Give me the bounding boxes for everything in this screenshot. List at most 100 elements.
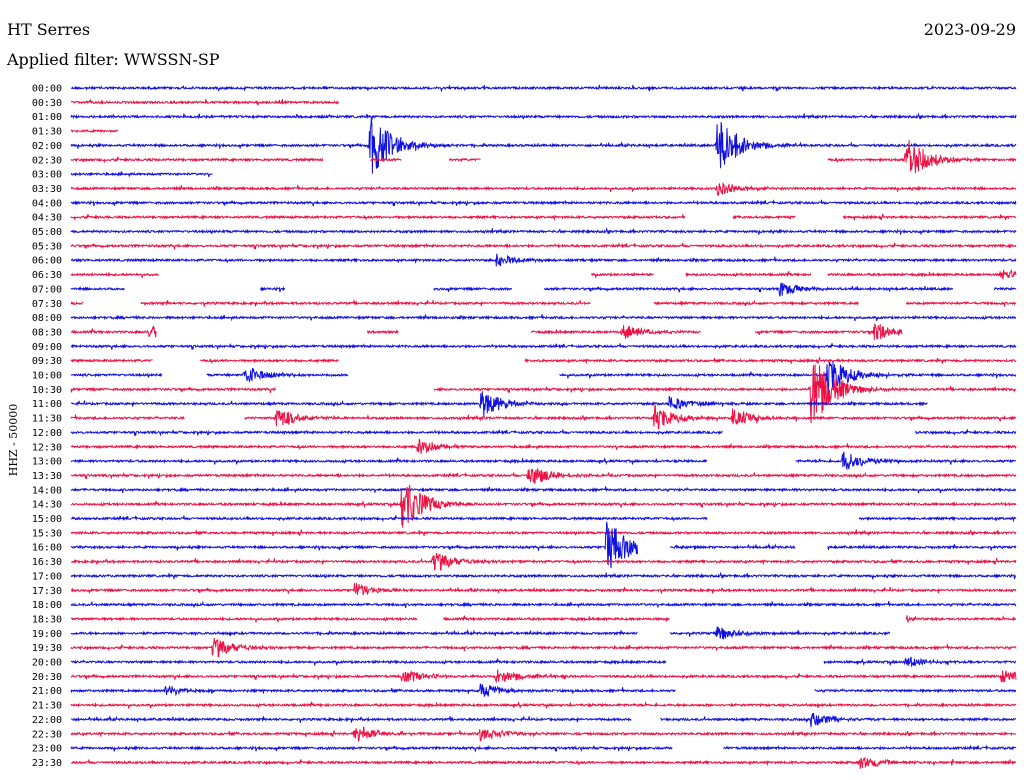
station-title: HT Serres <box>7 20 91 39</box>
trace-0400 <box>70 199 1017 207</box>
trace-1930 <box>70 637 1017 658</box>
time-tick-0430: 04:30 <box>32 213 62 224</box>
trace-1300 <box>70 451 1017 471</box>
time-tick-1030: 10:30 <box>32 385 62 396</box>
trace-2000 <box>70 656 1017 668</box>
trace-0730 <box>70 299 1017 307</box>
trace-1700 <box>70 571 1017 580</box>
trace-0000 <box>71 84 1017 92</box>
trace-1430 <box>70 484 1017 528</box>
trace-1600 <box>70 521 1017 569</box>
trace-1830 <box>70 614 1017 624</box>
time-tick-0300: 03:00 <box>32 170 62 181</box>
filter-label: Applied filter: WWSSN-SP <box>7 50 220 69</box>
trace-2230 <box>70 726 1017 742</box>
trace-1200 <box>70 429 1017 437</box>
trace-1330 <box>70 467 1017 484</box>
time-tick-0500: 05:00 <box>32 227 62 238</box>
trace-1130 <box>70 404 1017 430</box>
time-tick-1130: 11:30 <box>32 414 62 425</box>
trace-2100 <box>70 683 1017 697</box>
time-tick-0530: 05:30 <box>32 241 62 252</box>
trace-0930 <box>70 357 1017 365</box>
time-tick-0130: 01:30 <box>32 127 62 138</box>
time-tick-1430: 14:30 <box>32 500 62 511</box>
trace-0900 <box>70 342 1017 351</box>
trace-0030 <box>71 98 340 106</box>
time-tick-2230: 22:30 <box>32 729 62 740</box>
trace-1730 <box>70 582 1017 596</box>
time-tick-0400: 04:00 <box>32 198 62 209</box>
time-tick-1700: 17:00 <box>32 571 62 582</box>
time-tick-2130: 21:30 <box>32 701 62 712</box>
trace-0200 <box>70 116 1017 174</box>
trace-0300 <box>70 171 213 178</box>
date-label: 2023-09-29 <box>923 20 1016 39</box>
trace-1400 <box>70 486 1017 494</box>
trace-2200 <box>70 713 1017 728</box>
seismic-traces <box>70 84 1017 769</box>
time-tick-2100: 21:00 <box>32 686 62 697</box>
trace-0700 <box>70 282 1017 297</box>
time-tick-1300: 13:00 <box>32 457 62 468</box>
time-tick-labels: 00:00 00:30 01:00 01:30 02:00 02:30 03:00 03:30… <box>32 84 62 769</box>
trace-2130 <box>70 700 1017 710</box>
trace-1530 <box>70 529 1017 537</box>
trace-1230 <box>70 438 1017 454</box>
time-tick-1630: 16:30 <box>32 557 62 568</box>
time-tick-0630: 06:30 <box>32 270 62 281</box>
trace-2300 <box>70 744 1017 753</box>
time-tick-1800: 18:00 <box>32 600 62 611</box>
time-tick-2300: 23:00 <box>32 744 62 755</box>
trace-1630 <box>70 552 1017 571</box>
trace-1500 <box>70 514 1017 523</box>
trace-0600 <box>71 253 1017 267</box>
time-tick-1400: 14:00 <box>32 485 62 496</box>
time-tick-2200: 22:00 <box>32 715 62 726</box>
time-tick-2330: 23:30 <box>32 758 62 769</box>
time-tick-1900: 19:00 <box>32 629 62 640</box>
trace-1800 <box>70 600 1017 609</box>
time-tick-1830: 18:30 <box>32 614 62 625</box>
trace-0230 <box>70 140 1017 174</box>
time-tick-0930: 09:30 <box>32 356 62 367</box>
trace-0100 <box>70 112 1017 120</box>
time-tick-1600: 16:00 <box>32 543 62 554</box>
time-tick-0030: 00:30 <box>32 98 62 109</box>
trace-2030 <box>70 669 1017 684</box>
time-tick-0230: 02:30 <box>32 155 62 166</box>
time-tick-1000: 10:00 <box>32 371 62 382</box>
trace-1100 <box>70 391 928 418</box>
time-tick-0800: 08:00 <box>32 313 62 324</box>
trace-0830 <box>70 323 903 340</box>
time-tick-0830: 08:30 <box>32 327 62 338</box>
time-tick-2030: 20:30 <box>32 672 62 683</box>
time-tick-0900: 09:00 <box>32 342 62 353</box>
time-tick-1200: 12:00 <box>32 428 62 439</box>
time-tick-1100: 11:00 <box>32 399 62 410</box>
trace-0800 <box>70 314 1017 322</box>
trace-0430 <box>70 213 1017 222</box>
trace-0330 <box>70 182 1016 196</box>
trace-0500 <box>70 226 1017 235</box>
trace-0130 <box>70 128 118 134</box>
time-tick-1730: 17:30 <box>32 586 62 597</box>
time-tick-0330: 03:30 <box>32 184 62 195</box>
time-tick-1500: 15:00 <box>32 514 62 525</box>
trace-1030 <box>70 364 1017 424</box>
trace-2330 <box>70 757 1017 769</box>
trace-1000 <box>70 361 1017 396</box>
trace-0530 <box>70 242 1017 251</box>
time-tick-1230: 12:30 <box>32 442 62 453</box>
time-tick-0700: 07:00 <box>32 284 62 295</box>
trace-0630 <box>70 268 1017 280</box>
time-tick-0100: 01:00 <box>32 112 62 123</box>
trace-1900 <box>70 626 891 640</box>
time-tick-0600: 06:00 <box>32 256 62 267</box>
time-tick-1330: 13:30 <box>32 471 62 482</box>
time-tick-1930: 19:30 <box>32 643 62 654</box>
time-tick-0200: 02:00 <box>32 141 62 152</box>
time-tick-2000: 20:00 <box>32 658 62 669</box>
time-tick-1530: 15:30 <box>32 528 62 539</box>
